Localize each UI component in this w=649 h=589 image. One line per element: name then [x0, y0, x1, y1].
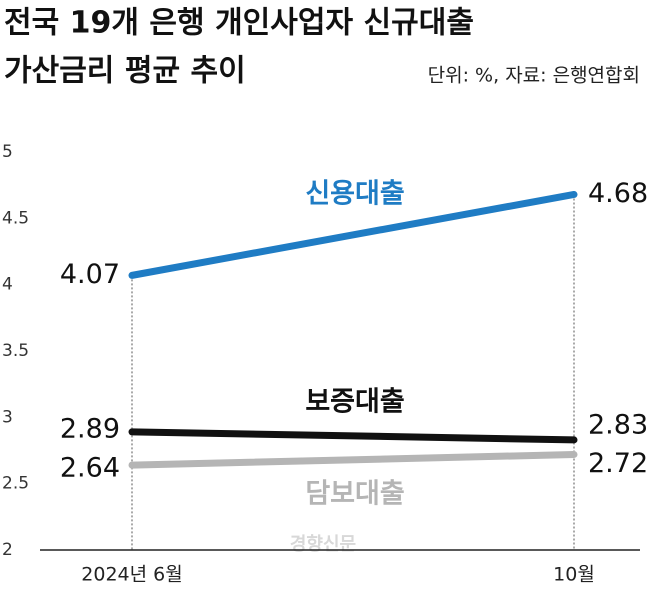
y-tick-label: 3.5: [2, 341, 29, 361]
series-name: 신용대출: [305, 178, 404, 209]
value-label: 4.07: [60, 259, 120, 290]
series-name: 담보대출: [305, 478, 404, 509]
y-tick-label: 3: [2, 407, 13, 427]
series-line: [128, 190, 578, 279]
value-label: 4.68: [588, 178, 648, 209]
series-name: 보증대출: [305, 386, 404, 417]
series-line: [128, 450, 578, 469]
series-line: [128, 428, 578, 444]
chart-title: 가산금리 평균 추이: [4, 54, 246, 89]
chart-title: 전국 19개 은행 개인사업자 신규대출: [4, 6, 474, 41]
value-label: 2.72: [588, 448, 648, 479]
y-tick-label: 4: [2, 275, 13, 295]
y-tick-label: 2: [2, 540, 13, 560]
value-label: 2.64: [60, 453, 120, 484]
y-tick-label: 4.5: [2, 208, 29, 228]
y-tick-label: 5: [2, 142, 13, 162]
value-label: 2.83: [588, 409, 648, 440]
x-tick-label: 2024년 6월: [81, 564, 182, 586]
value-label: 2.89: [60, 413, 120, 444]
watermark: 경향신문: [290, 534, 356, 555]
x-tick-label: 10월: [553, 564, 595, 586]
y-tick-label: 2.5: [2, 474, 29, 494]
chart-subtitle: 단위: %, 자료: 은행연합회: [428, 65, 640, 87]
